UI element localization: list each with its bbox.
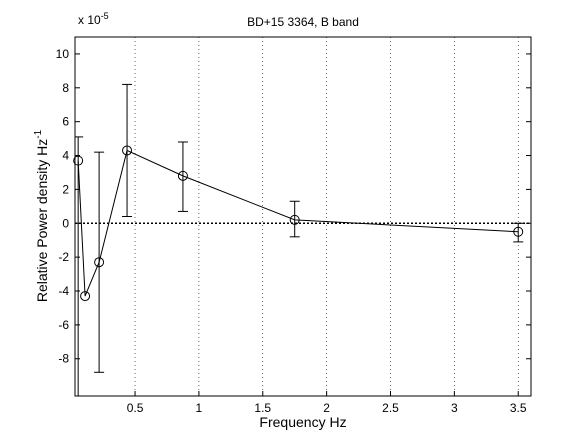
x-tick-label: 3 xyxy=(451,401,458,415)
data-point xyxy=(177,170,188,181)
x-tick-label: 2.5 xyxy=(382,401,399,415)
y-axis-label: Relative Power density Hz-1 xyxy=(33,129,50,302)
y-label-exp: -1 xyxy=(33,129,44,138)
chart-title: BD+15 3364, B band xyxy=(247,15,359,29)
y-tick-label: 10 xyxy=(56,47,70,61)
data-point xyxy=(73,155,84,166)
y-tick-label: 6 xyxy=(62,115,69,129)
data-point xyxy=(122,145,133,156)
x-tick-label: 3.5 xyxy=(510,401,527,415)
data-point xyxy=(80,291,91,302)
y-tick-label: -2 xyxy=(58,250,69,264)
data-point xyxy=(289,214,300,225)
x-tick-label: 2 xyxy=(323,401,330,415)
data-point xyxy=(94,257,105,268)
multiplier: x 10-5 xyxy=(78,11,109,27)
multiplier-text: x 10 xyxy=(78,13,101,27)
x-tick-label: 0.5 xyxy=(127,401,144,415)
y-label-text: Relative Power density Hz xyxy=(34,139,50,302)
multiplier-exp: -5 xyxy=(101,11,109,21)
x-tick-label: 1 xyxy=(196,401,203,415)
x-axis-label: Frequency Hz xyxy=(259,414,346,430)
data-point xyxy=(513,226,524,237)
y-tick-label: -6 xyxy=(58,318,69,332)
y-tick-label: 8 xyxy=(62,81,69,95)
x-tick-label: 1.5 xyxy=(254,401,271,415)
y-tick-label: -8 xyxy=(58,352,69,366)
y-tick-label: 4 xyxy=(62,149,69,163)
plot-area xyxy=(74,36,532,397)
y-tick-label: 2 xyxy=(62,182,69,196)
y-tick-label: 0 xyxy=(62,216,69,230)
y-tick-label: -4 xyxy=(58,284,69,298)
